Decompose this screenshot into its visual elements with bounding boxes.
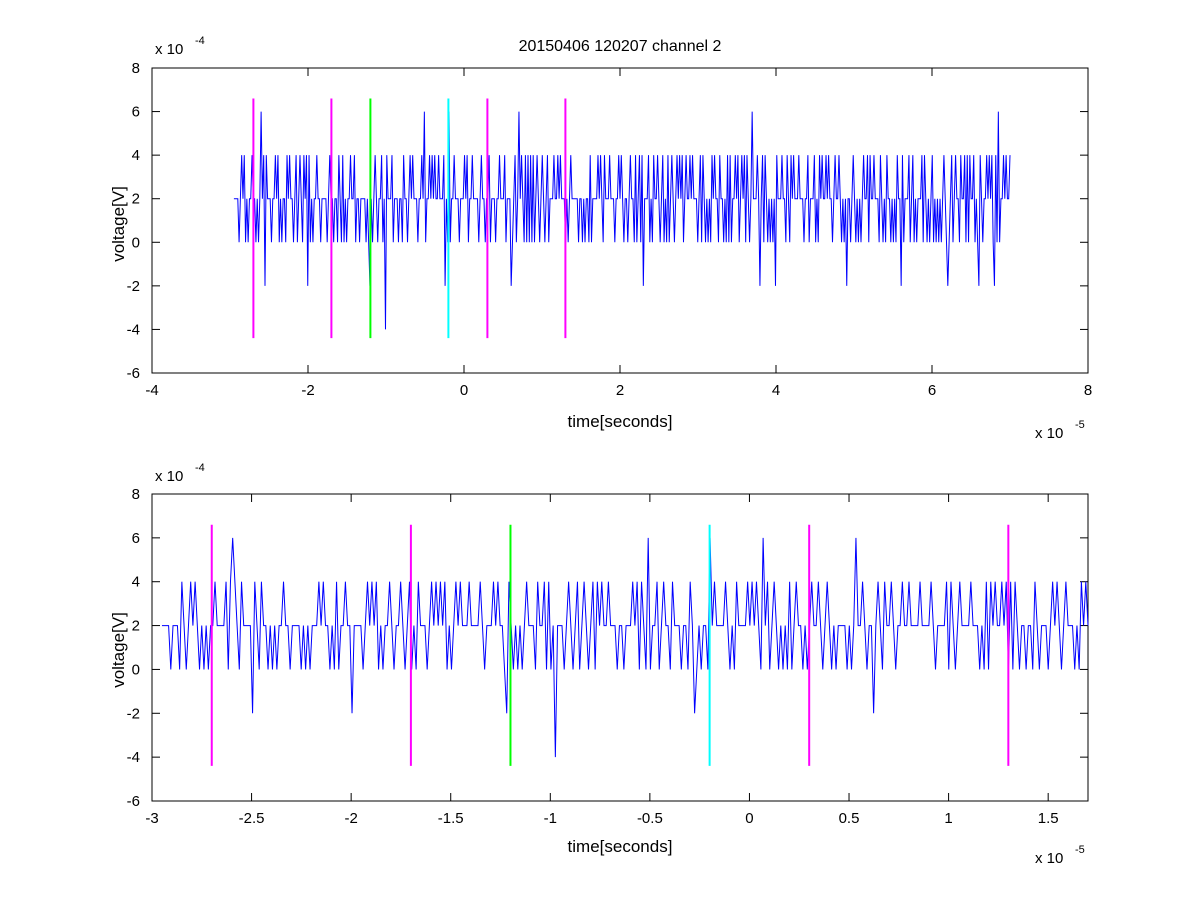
x-tick-label: -2	[301, 382, 314, 399]
x-axis-label: time[seconds]	[568, 412, 673, 431]
x-exponent-base: x 10	[1035, 850, 1063, 867]
y-axis-label: voltage[V]	[109, 186, 128, 262]
x-tick-label: 0	[745, 810, 753, 827]
y-tick-label: 4	[132, 147, 140, 164]
x-tick-label: 8	[1084, 382, 1092, 399]
top-subplot: 20150406 120207 channel 2 time[seconds] …	[109, 35, 1092, 442]
x-exponent-power: -5	[1075, 844, 1085, 856]
y-tick-label: 4	[132, 574, 140, 591]
signal-line	[161, 537, 1089, 758]
x-tick-label: 1.5	[1038, 810, 1059, 827]
x-tick-label: -0.5	[637, 810, 663, 827]
y-exponent-power: -4	[195, 35, 205, 47]
x-tick-label: 1	[944, 810, 952, 827]
x-tick-label: 2	[616, 382, 624, 399]
y-tick-label: 2	[132, 618, 140, 635]
bottom-subplot: time[seconds] voltage[V] x 10 -4 x 10 -5…	[109, 462, 1089, 867]
x-tick-label: 0	[460, 382, 468, 399]
y-tick-label: 8	[132, 486, 140, 503]
x-tick-label: 6	[928, 382, 936, 399]
x-tick-label: -3	[145, 810, 158, 827]
y-tick-label: -4	[127, 749, 140, 766]
x-tick-label: 4	[772, 382, 780, 399]
x-axis-label: time[seconds]	[568, 837, 673, 856]
plot-frame	[151, 493, 1089, 802]
y-tick-label: 6	[132, 104, 140, 121]
y-axis-label: voltage[V]	[109, 612, 128, 688]
x-tick-label: -2.5	[239, 810, 265, 827]
x-exponent-power: -5	[1075, 419, 1085, 431]
y-tick-label: 0	[132, 234, 140, 251]
x-tick-label: -2	[344, 810, 357, 827]
y-tick-label: -4	[127, 321, 140, 338]
y-tick-label: -2	[127, 705, 140, 722]
y-tick-label: -6	[127, 793, 140, 810]
x-tick-label: -4	[145, 382, 158, 399]
signal-line	[233, 111, 1011, 330]
x-tick-label: -1	[544, 810, 557, 827]
chart-title: 20150406 120207 channel 2	[519, 38, 722, 55]
y-tick-label: 2	[132, 191, 140, 208]
x-exponent-base: x 10	[1035, 425, 1063, 442]
y-tick-label: -2	[127, 278, 140, 295]
x-tick-label: -1.5	[438, 810, 464, 827]
y-exponent-base: x 10	[155, 41, 183, 58]
y-tick-label: -6	[127, 365, 140, 382]
y-exponent-power: -4	[195, 462, 205, 474]
y-exponent-base: x 10	[155, 468, 183, 485]
y-tick-label: 8	[132, 60, 140, 77]
x-tick-label: 0.5	[839, 810, 860, 827]
y-tick-label: 0	[132, 661, 140, 678]
y-tick-label: 6	[132, 530, 140, 547]
